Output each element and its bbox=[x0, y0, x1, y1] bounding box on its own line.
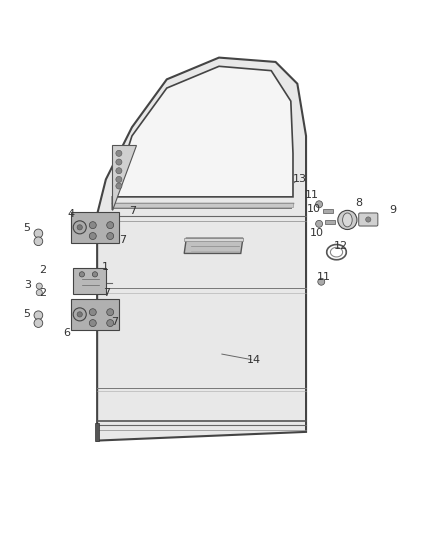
Text: 4: 4 bbox=[67, 209, 74, 219]
Circle shape bbox=[116, 150, 122, 156]
Circle shape bbox=[36, 289, 42, 296]
Text: 11: 11 bbox=[305, 190, 319, 200]
Circle shape bbox=[89, 222, 96, 229]
Polygon shape bbox=[184, 238, 243, 241]
Text: 5: 5 bbox=[23, 223, 30, 233]
Circle shape bbox=[316, 201, 322, 208]
Text: 2: 2 bbox=[39, 288, 46, 298]
Text: 3: 3 bbox=[24, 280, 31, 290]
Text: 7: 7 bbox=[103, 288, 110, 297]
Circle shape bbox=[116, 183, 122, 189]
FancyBboxPatch shape bbox=[359, 213, 378, 226]
Polygon shape bbox=[71, 299, 119, 329]
Circle shape bbox=[107, 309, 114, 316]
Polygon shape bbox=[325, 220, 335, 224]
Polygon shape bbox=[97, 58, 306, 441]
Text: 12: 12 bbox=[334, 240, 348, 251]
Circle shape bbox=[116, 176, 122, 182]
Polygon shape bbox=[113, 66, 293, 210]
Circle shape bbox=[79, 272, 85, 277]
Polygon shape bbox=[184, 238, 243, 254]
Text: 8: 8 bbox=[355, 198, 362, 208]
Text: 10: 10 bbox=[310, 228, 324, 238]
Circle shape bbox=[318, 278, 325, 285]
Circle shape bbox=[116, 168, 122, 174]
Circle shape bbox=[89, 309, 96, 316]
Text: 6: 6 bbox=[63, 328, 70, 337]
Circle shape bbox=[366, 217, 371, 222]
Polygon shape bbox=[95, 423, 99, 441]
Circle shape bbox=[36, 283, 42, 289]
Text: 9: 9 bbox=[389, 205, 397, 215]
Circle shape bbox=[73, 308, 86, 321]
Circle shape bbox=[107, 320, 114, 327]
Circle shape bbox=[34, 229, 43, 238]
Circle shape bbox=[107, 222, 114, 229]
Text: 7: 7 bbox=[119, 236, 126, 245]
Circle shape bbox=[77, 225, 82, 230]
Text: 11: 11 bbox=[316, 272, 330, 282]
Circle shape bbox=[107, 232, 114, 239]
Circle shape bbox=[34, 311, 43, 320]
Text: 10: 10 bbox=[307, 204, 321, 214]
Polygon shape bbox=[113, 144, 136, 210]
Circle shape bbox=[77, 312, 82, 317]
Text: 14: 14 bbox=[247, 355, 261, 365]
Circle shape bbox=[338, 211, 357, 230]
Circle shape bbox=[89, 232, 96, 239]
Text: 7: 7 bbox=[111, 317, 118, 327]
Text: 7: 7 bbox=[129, 206, 136, 216]
Circle shape bbox=[116, 159, 122, 165]
Ellipse shape bbox=[343, 213, 352, 227]
Circle shape bbox=[92, 272, 98, 277]
Polygon shape bbox=[71, 212, 119, 243]
Text: 13: 13 bbox=[293, 174, 307, 184]
Text: 5: 5 bbox=[23, 309, 30, 319]
Polygon shape bbox=[113, 204, 293, 207]
Circle shape bbox=[73, 221, 86, 234]
Circle shape bbox=[34, 319, 43, 327]
Polygon shape bbox=[323, 208, 333, 213]
Circle shape bbox=[89, 320, 96, 327]
Text: 2: 2 bbox=[39, 264, 46, 274]
Circle shape bbox=[34, 237, 43, 246]
Polygon shape bbox=[73, 268, 106, 294]
Text: 1: 1 bbox=[102, 262, 109, 272]
Circle shape bbox=[316, 220, 322, 228]
